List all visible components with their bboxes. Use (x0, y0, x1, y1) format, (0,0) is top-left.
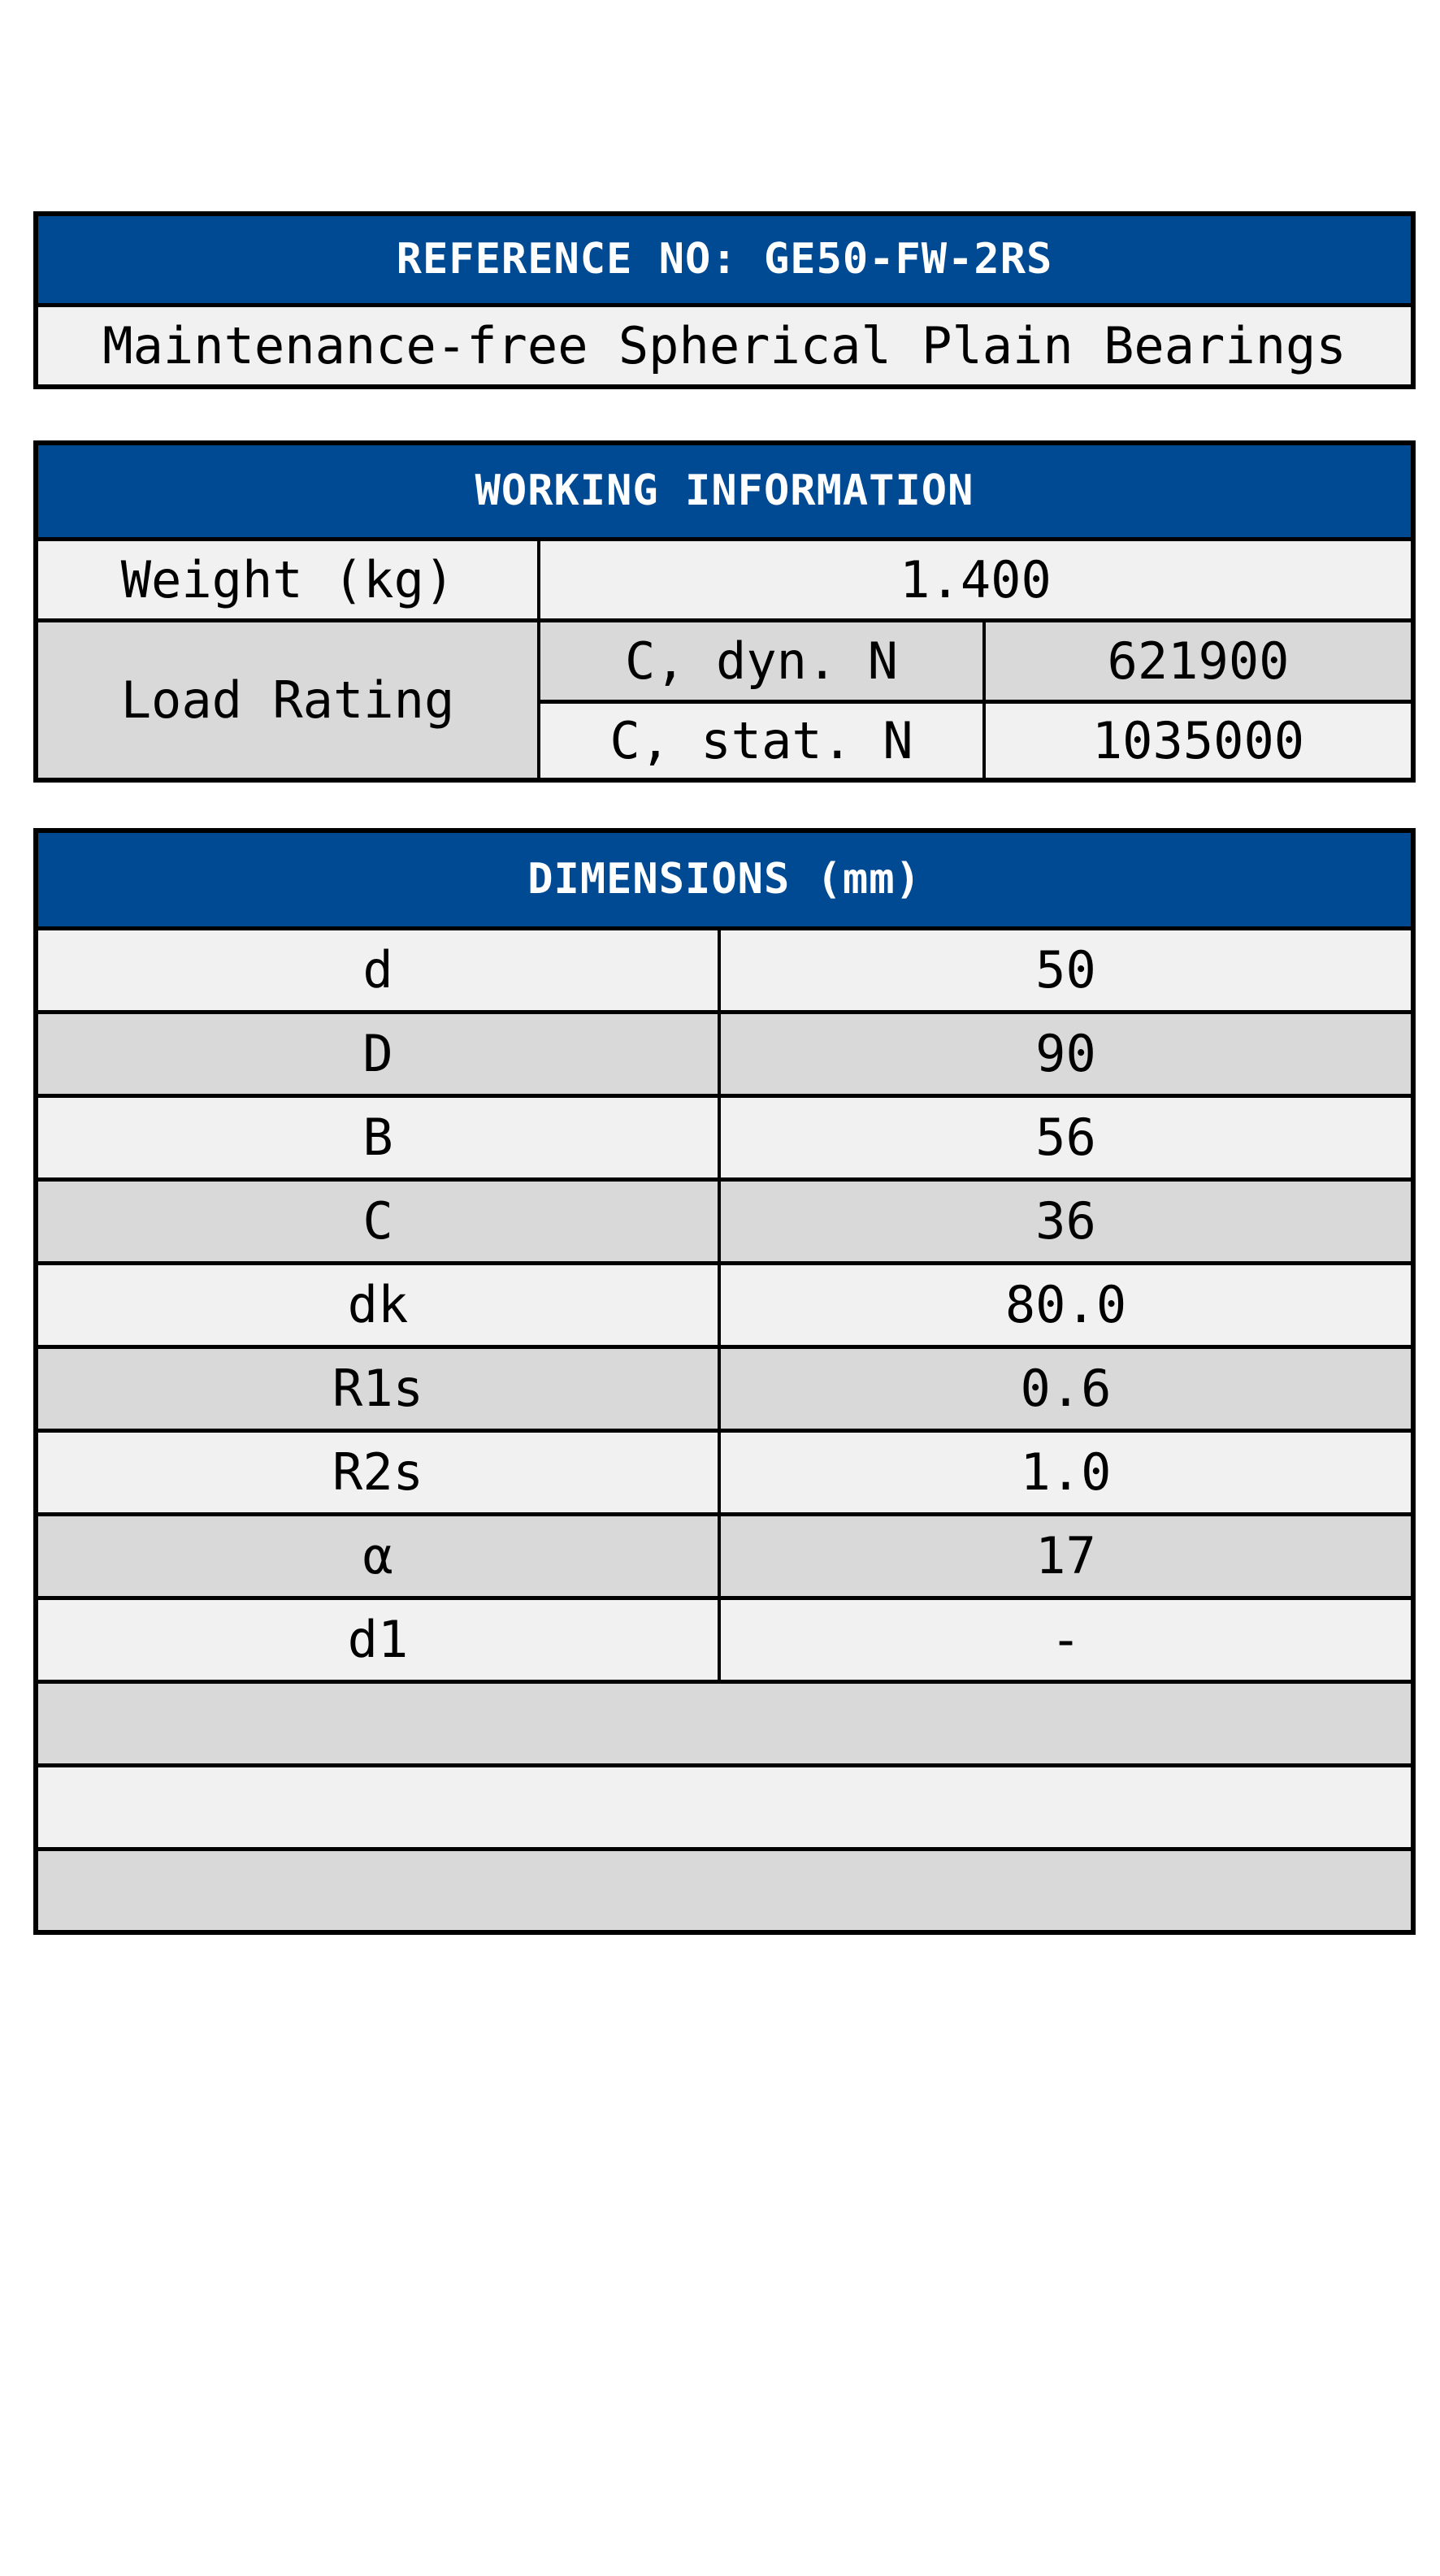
dimension-label: d (36, 926, 719, 1012)
dimension-label: α (36, 1511, 719, 1598)
dimension-value: 80.0 (717, 1260, 1414, 1347)
dimension-value: 1.0 (717, 1428, 1414, 1514)
working-information-header: WORKING INFORMATION (36, 443, 1413, 539)
dynamic-load-label: C, dyn. N (537, 618, 984, 701)
working-information-table: WORKING INFORMATION Weight (kg) 1.400 Lo… (33, 440, 1416, 783)
empty-row (36, 1679, 1414, 1765)
dimension-row: R1s 0.6 (36, 1344, 1414, 1430)
dimension-row: d 50 (36, 926, 1414, 1012)
dimension-row: R2s 1.0 (36, 1428, 1414, 1514)
dimension-label: R2s (36, 1428, 719, 1514)
dimension-label: R1s (36, 1344, 719, 1430)
dimension-value: 50 (717, 926, 1414, 1012)
empty-row (36, 1846, 1414, 1932)
dimension-value: 0.6 (717, 1344, 1414, 1430)
empty-cell (36, 1846, 1414, 1932)
static-load-value: 1035000 (982, 699, 1413, 780)
weight-value: 1.400 (537, 536, 1413, 620)
dimension-label: D (36, 1009, 719, 1095)
dimension-value: - (717, 1595, 1414, 1681)
dimensions-body: DIMENSIONS (mm) d 50 D 90 B 56 C 36 dk 80.0 R1s 0.6… (36, 830, 1414, 1932)
load-rating-label: Load Rating (36, 618, 540, 780)
dimension-value: 17 (717, 1511, 1414, 1598)
dimension-value: 56 (717, 1093, 1414, 1179)
dimension-value: 90 (717, 1009, 1414, 1095)
weight-label: Weight (kg) (36, 536, 539, 620)
dimension-row: C 36 (36, 1177, 1414, 1263)
dimensions-table: DIMENSIONS (mm) d 50 D 90 B 56 C 36 dk 80.0 R1s 0.6… (33, 828, 1416, 1935)
dimensions-header: DIMENSIONS (mm) (36, 830, 1414, 928)
empty-cell (36, 1763, 1414, 1849)
dimension-label: d1 (36, 1595, 719, 1681)
dimension-row: α 17 (36, 1511, 1414, 1598)
dimension-label: C (36, 1177, 719, 1263)
empty-row (36, 1763, 1414, 1849)
dimension-row: B 56 (36, 1093, 1414, 1179)
static-load-label: C, stat. N (539, 699, 984, 780)
dimension-row: D 90 (36, 1009, 1414, 1095)
dynamic-load-value: 621900 (982, 618, 1413, 701)
dimension-row: d1- (36, 1595, 1414, 1681)
dimension-value: 36 (717, 1177, 1414, 1263)
empty-cell (36, 1679, 1414, 1765)
dimension-label: dk (36, 1260, 719, 1347)
reference-number-header: REFERENCE NO: GE50-FW-2RS (36, 214, 1413, 305)
dimension-label: B (36, 1093, 719, 1179)
reference-table: REFERENCE NO: GE50-FW-2RS Maintenance-fr… (33, 211, 1416, 389)
product-title: Maintenance-free Spherical Plain Bearing… (36, 302, 1413, 387)
dimension-row: dk 80.0 (36, 1260, 1414, 1347)
